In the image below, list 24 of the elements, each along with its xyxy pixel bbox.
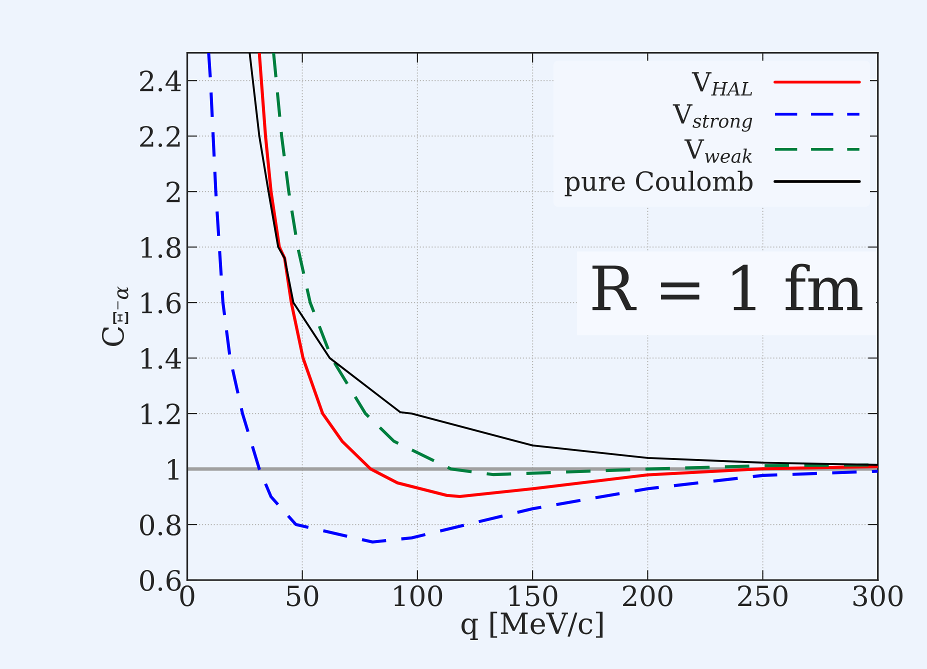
y-tick-label: 2.2 xyxy=(140,126,180,148)
x-tick-label: 300 xyxy=(853,585,903,606)
x-tick-label: 50 xyxy=(287,585,318,606)
y-tick-label: 0.6 xyxy=(140,570,181,591)
annotation: R = 1 fm xyxy=(592,264,862,310)
legend-label: pure Coulomb xyxy=(564,170,753,196)
legend-label: V$_{HAL}$ xyxy=(692,72,752,96)
y-tick-label: 1.6 xyxy=(142,292,181,314)
x-tick-label: 100 xyxy=(394,585,442,606)
y-tick-label: 2 xyxy=(166,182,180,202)
y-tick-label: 1.8 xyxy=(142,237,181,258)
x-tick-label: 200 xyxy=(623,585,672,606)
y-tick-label: 1.4 xyxy=(142,348,181,370)
x-axis-title: q [MeV/c] xyxy=(461,612,603,640)
legend-label: V$_{strong}$ xyxy=(672,104,752,132)
x-tick-label: 150 xyxy=(509,585,558,606)
x-tick-label: 0 xyxy=(180,585,194,606)
y-axis-title: C$_{Ξ⁻α}$ xyxy=(102,286,128,346)
y-tick-label: 0.8 xyxy=(140,514,181,536)
y-tick-label: 1.2 xyxy=(142,403,180,424)
legend-label: V$_{weak}$ xyxy=(684,139,752,163)
y-tick-label: 1 xyxy=(168,458,178,480)
y-tick-label: 2.4 xyxy=(140,70,181,92)
x-tick-label: 250 xyxy=(738,585,788,606)
